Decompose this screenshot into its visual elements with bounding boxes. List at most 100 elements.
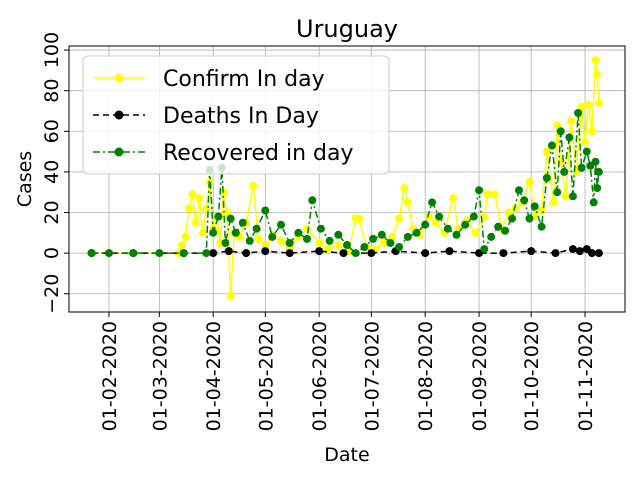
data-point	[588, 127, 596, 136]
data-point	[268, 232, 277, 241]
data-point	[537, 206, 546, 215]
data-point	[209, 249, 218, 258]
data-point	[181, 232, 190, 241]
data-point	[231, 228, 240, 237]
data-point	[355, 214, 364, 223]
data-point	[198, 228, 207, 237]
x-tick-label: 01-04-2020	[203, 321, 225, 431]
data-point	[303, 234, 311, 243]
data-point	[504, 208, 513, 217]
y-tick-label: −20	[41, 274, 63, 314]
data-point	[261, 206, 270, 215]
series-layer	[87, 56, 603, 300]
data-point	[487, 232, 496, 241]
data-point	[452, 230, 461, 239]
data-point	[221, 239, 230, 247]
data-point	[87, 249, 96, 258]
data-point	[129, 249, 138, 258]
data-point	[594, 98, 603, 107]
data-point	[589, 198, 598, 207]
data-point	[584, 100, 593, 109]
data-point	[449, 194, 457, 203]
data-point	[537, 222, 546, 231]
y-tick-label: 100	[41, 32, 63, 68]
data-point	[525, 214, 534, 223]
data-point	[501, 226, 510, 235]
data-point	[261, 247, 270, 256]
data-point	[567, 117, 576, 126]
data-point	[285, 249, 294, 258]
data-point	[561, 192, 570, 201]
x-axis-label: Date	[324, 444, 369, 466]
data-point	[593, 184, 602, 193]
data-point	[223, 208, 232, 217]
data-point	[520, 196, 529, 205]
data-point	[475, 186, 484, 195]
data-point	[351, 249, 360, 258]
data-point	[202, 249, 211, 258]
data-point	[202, 204, 211, 213]
legend-label: Deaths In Day	[163, 104, 319, 129]
data-point	[325, 236, 334, 245]
data-point	[245, 236, 254, 245]
data-point	[238, 218, 247, 227]
x-tick-label: 01-08-2020	[415, 321, 437, 431]
data-point	[421, 220, 430, 229]
data-point	[343, 241, 351, 249]
x-tick-label: 01-07-2020	[361, 321, 383, 431]
data-point	[184, 204, 193, 213]
data-point	[249, 182, 258, 191]
data-point	[395, 214, 404, 223]
data-point	[388, 232, 397, 241]
data-point	[548, 141, 556, 150]
data-point	[209, 228, 218, 237]
data-point	[515, 186, 523, 195]
x-tick-label: 01-05-2020	[255, 321, 277, 431]
data-point	[285, 239, 294, 247]
data-point	[252, 224, 261, 233]
data-point	[195, 194, 204, 203]
data-point	[308, 196, 317, 205]
data-point	[431, 218, 440, 227]
x-tick-label: 01-11-2020	[575, 321, 597, 431]
data-point	[242, 249, 251, 258]
data-point	[565, 133, 574, 142]
data-point	[549, 198, 558, 207]
data-point	[254, 234, 263, 243]
plot-frame	[68, 45, 626, 313]
y-tick-label: 60	[41, 119, 63, 143]
data-point	[360, 243, 369, 251]
data-point	[395, 243, 404, 251]
data-point	[560, 167, 569, 176]
data-point	[551, 249, 560, 258]
data-point	[428, 198, 437, 207]
data-point	[582, 147, 591, 156]
legend-swatch-marker	[114, 73, 124, 83]
y-axis-label: Cases	[14, 151, 36, 207]
legend-swatch-marker	[114, 110, 124, 120]
data-point	[556, 127, 565, 136]
data-point	[403, 232, 412, 241]
y-tick-label: 40	[41, 160, 63, 184]
data-point	[386, 239, 395, 247]
data-point	[334, 241, 343, 249]
series-line	[91, 112, 600, 255]
series-1	[87, 245, 603, 258]
data-point	[568, 192, 577, 201]
y-tick-label: 20	[41, 200, 63, 224]
data-point	[155, 249, 164, 258]
data-point	[499, 249, 508, 258]
data-point	[179, 249, 188, 258]
data-point	[294, 228, 303, 237]
data-point	[591, 157, 600, 166]
data-point	[412, 228, 421, 237]
data-point	[315, 239, 324, 247]
data-point	[527, 247, 536, 256]
data-point	[594, 167, 603, 176]
series-2	[87, 109, 603, 258]
y-axis: −20 0 20 40 60 80 100	[41, 32, 69, 314]
data-point	[445, 247, 454, 256]
data-point	[105, 249, 113, 258]
data-point	[542, 174, 551, 182]
data-point	[261, 241, 270, 249]
